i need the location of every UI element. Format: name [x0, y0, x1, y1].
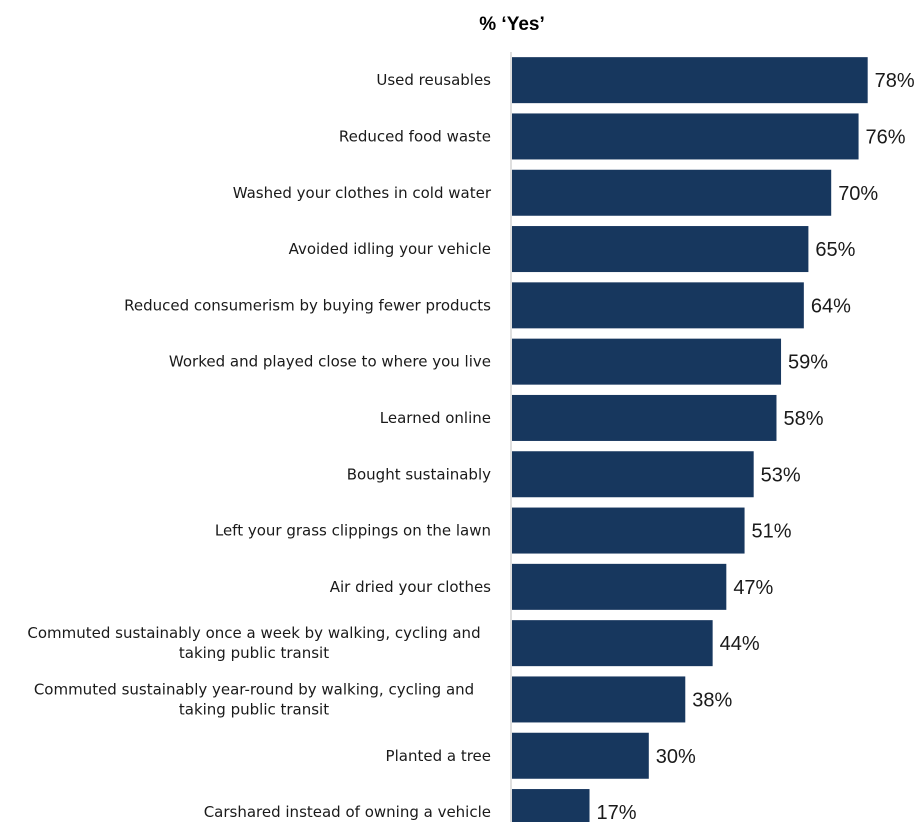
category-label: Left your grass clippings on the lawn	[215, 522, 491, 540]
category-label-line: Carshared instead of owning a vehicle	[204, 803, 491, 821]
bar	[512, 394, 777, 441]
bar-value-label: 78%	[875, 70, 915, 92]
category-label-line: Learned online	[380, 409, 491, 427]
bar	[512, 620, 713, 667]
bar-value-label: 53%	[761, 464, 801, 486]
category-label: Used reusables	[376, 71, 491, 89]
category-label: Avoided idling your vehicle	[289, 240, 491, 258]
category-label-line: Reduced food waste	[339, 127, 491, 145]
bar-value-label: 44%	[720, 633, 760, 655]
bar	[512, 507, 745, 554]
category-label-line: Bought sustainably	[347, 465, 491, 483]
category-label: Commuted sustainably once a week by walk…	[27, 624, 480, 662]
category-label: Reduced food waste	[339, 127, 491, 145]
bar-value-label: 64%	[811, 295, 851, 317]
category-label-line: taking public transit	[179, 700, 329, 718]
category-label: Planted a tree	[386, 747, 491, 765]
category-label-line: Planted a tree	[386, 747, 491, 765]
bar-value-label: 65%	[815, 239, 855, 261]
category-label-line: Air dried your clothes	[330, 578, 491, 596]
category-label: Air dried your clothes	[330, 578, 491, 596]
bar-value-label: 30%	[656, 746, 696, 768]
bar	[512, 789, 590, 822]
bar-value-label: 47%	[733, 577, 773, 599]
category-label-line: Washed your clothes in cold water	[233, 184, 492, 202]
category-label: Reduced consumerism by buying fewer prod…	[124, 296, 491, 314]
bar-value-label: 70%	[838, 183, 878, 205]
bar-value-label: 38%	[692, 689, 732, 711]
category-label-line: Worked and played close to where you liv…	[169, 353, 491, 371]
category-label: Learned online	[380, 409, 491, 427]
bar-value-label: 17%	[597, 802, 637, 822]
category-label: Bought sustainably	[347, 465, 491, 483]
bar	[512, 282, 804, 329]
bar	[512, 451, 754, 498]
bar	[512, 563, 727, 610]
category-label: Washed your clothes in cold water	[233, 184, 492, 202]
bar	[512, 169, 832, 216]
bar	[512, 676, 686, 723]
bar	[512, 338, 782, 385]
category-label-line: Commuted sustainably once a week by walk…	[27, 624, 480, 642]
bar-value-label: 76%	[866, 126, 906, 148]
category-label-line: Used reusables	[376, 71, 491, 89]
bar	[512, 732, 649, 779]
bar-value-label: 51%	[752, 521, 792, 543]
bar	[512, 226, 809, 273]
category-label-line: Commuted sustainably year-round by walki…	[34, 680, 474, 698]
bar-value-label: 59%	[788, 352, 828, 374]
category-label-line: taking public transit	[179, 644, 329, 662]
bar	[512, 113, 859, 160]
category-label-line: Avoided idling your vehicle	[289, 240, 491, 258]
category-label-line: Reduced consumerism by buying fewer prod…	[124, 296, 491, 314]
category-label: Worked and played close to where you liv…	[169, 353, 491, 371]
chart-title: % ‘Yes’	[479, 14, 545, 35]
bar	[512, 57, 868, 104]
category-label: Commuted sustainably year-round by walki…	[34, 680, 474, 718]
category-label-line: Left your grass clippings on the lawn	[215, 522, 491, 540]
category-label: Carshared instead of owning a vehicle	[204, 803, 491, 821]
bar-value-label: 58%	[783, 408, 823, 430]
